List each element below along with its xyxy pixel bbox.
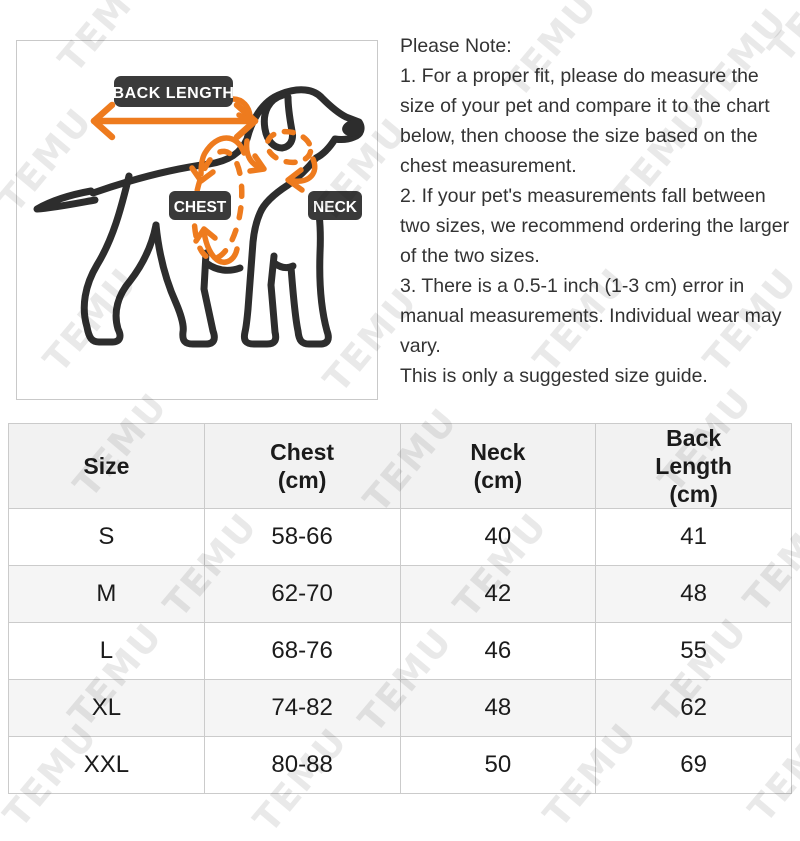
table-row-s: S 58-66 40 41 <box>8 508 792 566</box>
cell-chest: 80-88 <box>203 736 401 794</box>
chest-arrowhead-top <box>189 165 216 184</box>
header-neck: Neck (cm) <box>399 423 597 509</box>
neck-arrowhead-upper <box>236 105 253 124</box>
dog-belly <box>202 259 244 274</box>
back-length-badge-label: BACK LENGTH <box>113 85 235 102</box>
neck-arrowhead-left <box>247 153 267 174</box>
dog-front-far-leg <box>287 194 332 348</box>
neck-badge <box>308 191 362 220</box>
diagram-labels: BACK LENGTH CHEST NECK <box>113 76 362 220</box>
header-size: Size <box>8 423 205 509</box>
size-chart-table: Size Chest (cm) Neck (cm) Back Length (c… <box>8 423 792 794</box>
neck-arc-right <box>291 156 318 184</box>
chest-badge <box>169 191 231 220</box>
cell-neck: 40 <box>399 508 597 566</box>
chest-arc-bottom <box>201 229 240 265</box>
cell-size: M <box>8 565 205 623</box>
dog-hind-far-leg <box>152 221 218 348</box>
chest-badge-label: CHEST <box>174 199 227 216</box>
neck-arrowhead-right <box>285 167 305 193</box>
note-item-1: 1. For a proper fit, please do measure t… <box>400 65 770 177</box>
dog-tail <box>33 187 99 213</box>
dog-measurement-illustration: BACK LENGTH CHEST NECK <box>33 76 365 348</box>
dog-ear <box>260 91 296 152</box>
cell-size: L <box>8 622 205 680</box>
measurement-diagram-box: BACK LENGTH CHEST NECK <box>16 40 378 400</box>
cell-back-length: 62 <box>595 679 792 737</box>
cell-size: XL <box>8 679 205 737</box>
cell-neck: 50 <box>399 736 597 794</box>
cell-neck: 48 <box>399 679 597 737</box>
note-item-4: This is only a suggested size guide. <box>400 365 708 387</box>
cell-chest: 74-82 <box>203 679 401 737</box>
chest-arc-top <box>198 135 247 177</box>
dog-outline <box>33 86 365 348</box>
note-item-3: 3. There is a 0.5-1 inch (1-3 cm) error … <box>400 275 782 357</box>
cell-back-length: 41 <box>595 508 792 566</box>
dog-hind-near-leg <box>80 172 160 346</box>
note-title: Please Note: <box>400 35 512 57</box>
note-item-2: 2. If your pet's measurements fall betwe… <box>400 185 790 267</box>
neck-badge-label: NECK <box>313 199 358 216</box>
cell-chest: 62-70 <box>203 565 401 623</box>
header-chest: Chest (cm) <box>203 423 401 509</box>
table-header-row: Size Chest (cm) Neck (cm) Back Length (c… <box>8 423 792 509</box>
back-length-arrowhead-right <box>233 101 259 141</box>
back-length-badge <box>114 76 233 107</box>
table-row-m: M 62-70 42 48 <box>8 565 792 623</box>
cell-back-length: 55 <box>595 622 792 680</box>
cell-chest: 68-76 <box>203 622 401 680</box>
chest-arrowhead-bottom <box>193 226 218 244</box>
cell-neck: 42 <box>399 565 597 623</box>
cell-size: XXL <box>8 736 205 794</box>
table-row-xl: XL 74-82 48 62 <box>8 679 792 737</box>
cell-back-length: 69 <box>595 736 792 794</box>
table-row-xxl: XXL 80-88 50 69 <box>8 736 792 794</box>
cell-neck: 46 <box>399 622 597 680</box>
cell-size: S <box>8 508 205 566</box>
table-row-l: L 68-76 46 55 <box>8 622 792 680</box>
cell-chest: 58-66 <box>203 508 401 566</box>
note-section: Please Note: 1. For a proper fit, please… <box>400 31 794 391</box>
neck-measure-ellipse <box>264 128 314 166</box>
dog-nose <box>342 119 364 137</box>
cell-back-length: 48 <box>595 565 792 623</box>
back-length-arrowhead-left <box>90 101 116 141</box>
dog-body-front-leg <box>89 86 365 348</box>
header-back-length: Back Length (cm) <box>595 423 792 509</box>
